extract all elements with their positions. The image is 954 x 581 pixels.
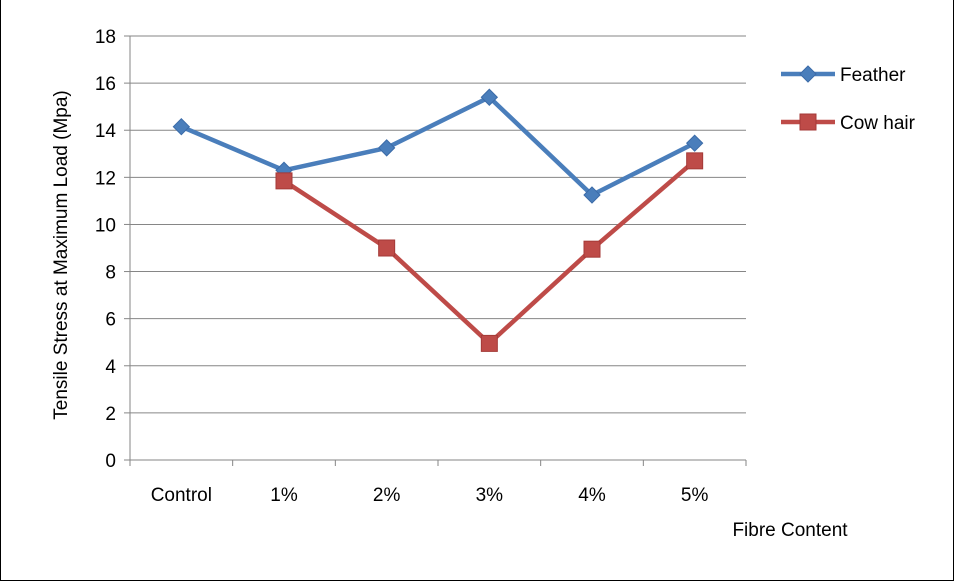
x-tick-label: 1% — [270, 485, 298, 506]
series — [172, 88, 704, 352]
legend: Feather Cow hair — [781, 65, 916, 134]
legend-label-cow-hair: Cow hair — [840, 113, 916, 134]
x-tick-label: 2% — [373, 485, 401, 506]
y-tick-label: 0 — [105, 451, 116, 472]
y-tick-label: 8 — [105, 263, 116, 284]
legend-item-feather: Feather — [781, 65, 906, 86]
data-point-feather — [172, 117, 191, 136]
x-tick-labels: Control 1% 2% 3% 4% 5% — [151, 485, 709, 506]
legend-marker-feather — [799, 65, 817, 83]
data-point-cow-hair — [275, 172, 293, 190]
data-point-cow-hair — [686, 152, 704, 170]
x-axis-title: Fibre Content — [732, 520, 848, 541]
x-tick-label: 5% — [681, 485, 709, 506]
series-line-cow-hair — [282, 159, 697, 346]
y-tick-label: 16 — [95, 74, 116, 95]
series-feather — [172, 88, 704, 204]
x-tick-label: Control — [151, 485, 212, 506]
x-tick-label: 4% — [578, 485, 606, 506]
data-point-cow-hair — [480, 334, 498, 352]
series-line-feather — [180, 94, 696, 198]
data-point-cow-hair — [583, 240, 601, 258]
y-tick-label: 18 — [95, 27, 116, 48]
y-axis-title: Tensile Stress at Maximum Load (Mpa) — [51, 90, 72, 419]
axes — [124, 35, 747, 466]
legend-item-cow-hair: Cow hair — [781, 113, 916, 134]
y-tick-label: 2 — [105, 404, 116, 425]
legend-marker-cow-hair — [799, 113, 817, 131]
data-point-cow-hair — [378, 239, 396, 257]
gridlines — [130, 35, 746, 414]
x-tick-label: 3% — [476, 485, 504, 506]
legend-label-feather: Feather — [840, 65, 906, 86]
y-tick-label: 10 — [95, 215, 116, 236]
data-point-feather — [583, 186, 601, 204]
y-tick-labels: 0 2 4 6 8 10 12 14 16 18 — [95, 27, 117, 472]
y-tick-label: 4 — [105, 357, 116, 378]
data-point-feather — [377, 139, 396, 157]
y-tick-label: 14 — [95, 121, 117, 142]
data-point-feather — [480, 88, 499, 106]
y-tick-label: 12 — [95, 168, 116, 189]
data-point-feather — [685, 134, 704, 152]
y-tick-label: 6 — [105, 310, 116, 331]
series-cow-hair — [275, 152, 704, 352]
